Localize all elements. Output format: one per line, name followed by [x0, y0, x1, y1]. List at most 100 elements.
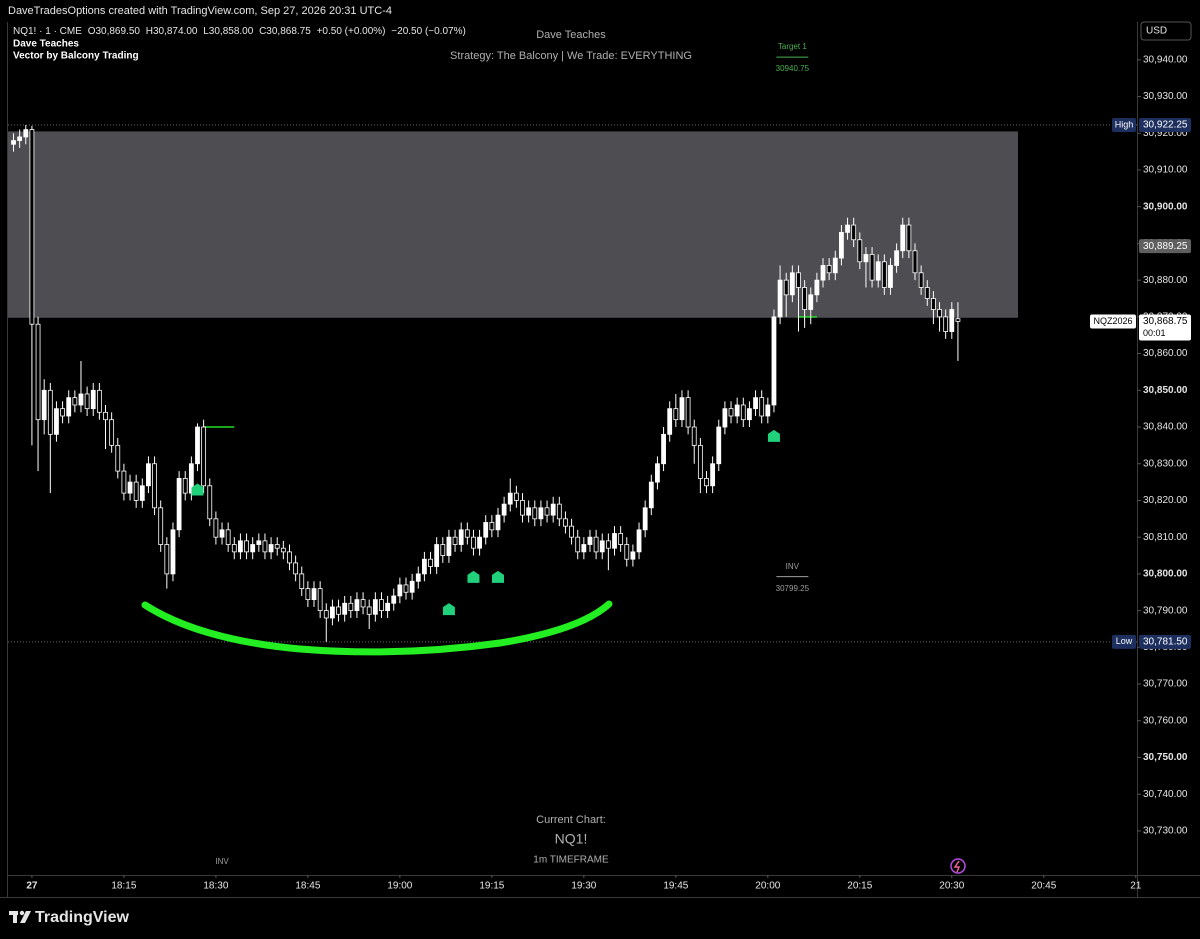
- candle-body: [820, 265, 826, 281]
- candle-body: [158, 507, 164, 545]
- candle-body: [814, 279, 820, 296]
- x-tick-label: 19:45: [663, 881, 688, 892]
- level-value-bg: [1139, 117, 1191, 132]
- candle-body: [924, 287, 930, 299]
- candle-body: [863, 254, 869, 263]
- level-tag: High: [1115, 119, 1134, 129]
- brand-logo: TradingView: [9, 909, 130, 926]
- candle-body: [207, 485, 213, 520]
- candle-body: [722, 408, 728, 428]
- candle-body: [274, 544, 280, 549]
- candle-body: [605, 540, 611, 549]
- annotation-value: 30940.75: [776, 64, 810, 73]
- y-tick-label: 30,920.00: [1143, 128, 1188, 139]
- candle-body: [612, 533, 617, 549]
- candle-body: [655, 463, 660, 483]
- candle-body: [575, 536, 581, 553]
- candle-body: [943, 316, 949, 332]
- candle-body: [29, 129, 35, 325]
- alert-icon[interactable]: [950, 858, 966, 874]
- brand-name: TradingView: [35, 909, 130, 926]
- level-value: 30,781.50: [1143, 636, 1188, 647]
- countdown: 00:01: [1143, 328, 1166, 338]
- candle-body: [783, 279, 789, 296]
- candle-body: [293, 562, 299, 575]
- candle-body: [342, 602, 348, 615]
- candle-body: [440, 544, 446, 556]
- candle-body: [238, 540, 243, 553]
- x-tick-label: 19:30: [571, 881, 596, 892]
- candle-body: [78, 393, 84, 406]
- candle-body: [845, 224, 850, 233]
- x-tick-label: 27: [26, 881, 38, 892]
- candle-body: [483, 522, 489, 538]
- logo-part: [13, 911, 17, 923]
- candle-body: [262, 540, 268, 553]
- candle-body: [759, 397, 765, 417]
- y-tick-label: 30,860.00: [1143, 348, 1188, 359]
- watermark-subtitle: Strategy: The Balcony | We Trade: EVERYT…: [450, 50, 692, 62]
- candle-body: [311, 588, 317, 601]
- balcony-zone: [8, 131, 1018, 318]
- candle-body: [832, 257, 838, 274]
- candle-body: [458, 529, 464, 545]
- x-tick-label: 19:00: [387, 881, 412, 892]
- candle-body: [195, 426, 200, 465]
- candle-body: [869, 254, 875, 281]
- candle-body: [397, 584, 403, 597]
- candle-body: [667, 408, 673, 435]
- candle-body: [188, 463, 194, 494]
- level-value-bg: [1139, 634, 1191, 649]
- candle-body: [937, 309, 942, 318]
- candle-body: [765, 404, 771, 417]
- candle-body: [391, 595, 397, 604]
- candle-body: [164, 544, 170, 575]
- candle-body: [740, 404, 746, 421]
- symbol: NQ1! · 1 · CME: [13, 26, 82, 37]
- candle-body: [231, 544, 237, 553]
- candle-body: [170, 529, 176, 575]
- y-tick-label: 30,730.00: [1143, 826, 1188, 837]
- candle-body: [563, 518, 568, 527]
- candle-body: [385, 602, 391, 612]
- bottom-annotation: INV: [215, 857, 229, 866]
- candle-body: [372, 599, 378, 615]
- candle-body: [544, 507, 550, 516]
- candle-body: [526, 507, 532, 516]
- candle-body: [379, 599, 384, 612]
- x-tick-label: 19:15: [479, 881, 504, 892]
- candle-body: [336, 606, 341, 615]
- candle-body: [538, 507, 544, 520]
- logo-part: [20, 911, 31, 923]
- candle-body: [513, 492, 519, 501]
- candle-body: [139, 485, 145, 501]
- candle-body: [464, 529, 470, 538]
- candle-body: [710, 463, 716, 487]
- candle-body: [317, 588, 323, 612]
- candle-body: [152, 463, 157, 509]
- candle-body: [789, 272, 795, 296]
- candle-body: [888, 265, 893, 288]
- last-price-bg: [1139, 314, 1191, 341]
- candle-body: [581, 544, 587, 553]
- candle-body: [403, 584, 409, 593]
- candle-body: [691, 426, 697, 446]
- y-tick-label: 30,810.00: [1143, 532, 1188, 543]
- currency-box[interactable]: [1140, 21, 1192, 41]
- candle-body: [11, 140, 16, 145]
- currency[interactable]: USD: [1146, 26, 1167, 37]
- candle-body: [875, 261, 881, 281]
- buy-signal: [491, 570, 504, 583]
- candle-body: [728, 408, 734, 417]
- candle-body: [201, 426, 207, 487]
- candle-body: [446, 536, 452, 556]
- x-tick-label: 20:15: [847, 881, 872, 892]
- candle-body: [471, 536, 476, 549]
- candle-body: [182, 478, 188, 494]
- level-tag-bg: [1112, 634, 1136, 649]
- watermark-title: Dave Teaches: [536, 29, 606, 41]
- candle-body: [287, 551, 292, 564]
- candle-body: [894, 250, 900, 266]
- candle-body: [434, 544, 440, 567]
- level-tag-bg: [1112, 117, 1136, 132]
